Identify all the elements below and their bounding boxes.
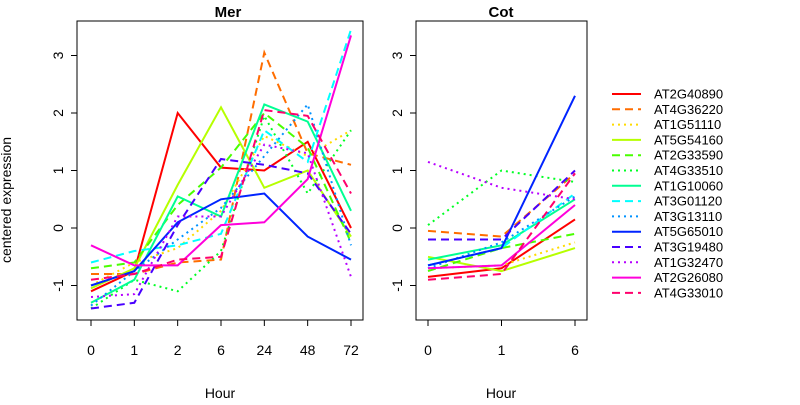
mer-panel-title: Mer <box>215 4 242 21</box>
legend-label-at3g19480: AT3G19480 <box>654 240 723 255</box>
y-axis-title: centered expression <box>0 137 14 263</box>
mer-series-at1g32470 <box>90 143 352 298</box>
cot-series-at1g32470 <box>427 160 576 201</box>
cot-series-at5g65010 <box>427 95 576 267</box>
mer-series-at2g40890 <box>90 110 352 293</box>
cot-x-tick-label: 0 <box>424 342 432 358</box>
legend-label-at1g51110: AT1G51110 <box>654 117 721 132</box>
legend-label-at5g54160: AT5G54160 <box>654 132 723 147</box>
mer-x-axis-title: Hour <box>205 385 236 400</box>
legend-label-at5g65010: AT5G65010 <box>654 224 723 239</box>
mer-series-group <box>90 29 352 310</box>
mer-y-tick-label: 0 <box>50 224 66 232</box>
cot-panel-title: Cot <box>489 4 514 21</box>
mer-x-tick-label: 1 <box>130 342 138 358</box>
legend-label-at2g26080: AT2G26080 <box>654 270 723 285</box>
legend-label-at4g36220: AT4G36220 <box>654 102 723 117</box>
mer-x-axis: 0 1 2 6 24 48 72 <box>87 320 359 358</box>
mer-x-tick-label: 0 <box>87 342 95 358</box>
cot-y-tick-label: 3 <box>389 51 405 59</box>
cot-x-axis: 0 1 6 <box>424 320 579 358</box>
mer-y-axis: -1 0 1 2 3 <box>50 51 77 292</box>
cot-y-axis: -1 0 1 2 3 <box>389 51 416 292</box>
mer-series-at5g65010 <box>90 192 352 287</box>
mer-series-at2g33590 <box>90 111 352 270</box>
cot-series-at2g40890 <box>427 218 576 278</box>
cot-x-tick-label: 6 <box>571 342 579 358</box>
mer-y-tick-label: 1 <box>50 166 66 174</box>
mer-y-tick-label: 2 <box>50 109 66 117</box>
mer-series-at4g33510 <box>90 113 352 310</box>
cot-x-axis-title: Hour <box>486 385 517 400</box>
cot-series-at4g33510 <box>427 169 576 226</box>
cot-series-at2g26080 <box>427 204 576 270</box>
mer-panel: Mer -1 0 1 2 3 0 1 2 6 24 48 72 Hour <box>50 4 364 401</box>
legend-label-at1g32470: AT1G32470 <box>654 255 723 270</box>
cot-series-at4g33010 <box>427 172 576 281</box>
cot-panel: Cot -1 0 1 2 3 0 1 6 Hour <box>389 4 588 401</box>
legend-label-at2g33590: AT2G33590 <box>654 148 723 163</box>
mer-x-tick-label: 24 <box>257 342 273 358</box>
legend-label-at3g13110: AT3G13110 <box>654 209 722 224</box>
mer-x-tick-label: 48 <box>300 342 316 358</box>
cot-series-at1g10060 <box>427 198 576 261</box>
mer-series-at3g19480 <box>90 157 352 310</box>
mer-series-at2g26080 <box>90 35 352 267</box>
cot-x-tick-label: 1 <box>498 342 506 358</box>
mer-x-tick-label: 72 <box>343 342 359 358</box>
cot-y-tick-label: 1 <box>389 166 405 174</box>
legend-label-at1g10060: AT1G10060 <box>654 178 723 193</box>
mer-series-at3g01120 <box>90 29 352 264</box>
cot-series-at5g54160 <box>427 247 576 273</box>
mer-y-tick-label: 3 <box>50 51 66 59</box>
mer-series-at5g54160 <box>90 105 352 290</box>
cot-series-at3g13110 <box>427 195 576 270</box>
mer-series-at4g33010 <box>90 108 352 281</box>
cot-series-at3g01120 <box>427 192 576 267</box>
cot-series-group <box>427 95 576 281</box>
legend-label-at4g33510: AT4G33510 <box>654 163 723 178</box>
cot-y-tick-label: 2 <box>389 109 405 117</box>
cot-y-tick-label: -1 <box>389 279 405 292</box>
mer-y-tick-label: -1 <box>50 279 66 292</box>
mer-x-tick-label: 2 <box>174 342 182 358</box>
legend: AT2G40890AT4G36220AT1G51110AT5G54160AT2G… <box>612 87 723 300</box>
mer-x-tick-label: 6 <box>217 342 225 358</box>
legend-label-at2g40890: AT2G40890 <box>654 87 723 102</box>
cot-y-tick-label: 0 <box>389 224 405 232</box>
legend-label-at4g33010: AT4G33010 <box>654 285 723 300</box>
legend-label-at3g01120: AT3G01120 <box>654 194 722 209</box>
